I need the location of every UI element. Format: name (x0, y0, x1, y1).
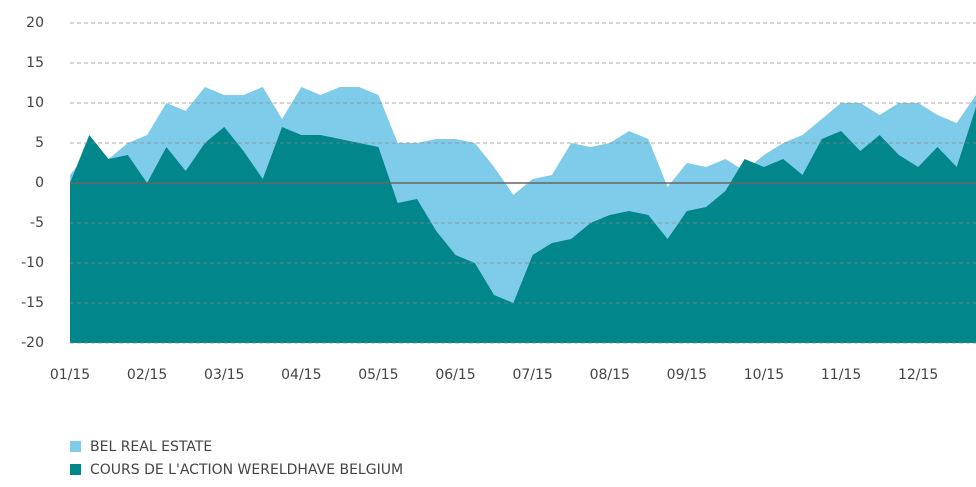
x-tick-label: 01/15 (50, 367, 90, 383)
area (70, 107, 976, 343)
legend-swatch (70, 464, 81, 475)
y-tick-label: -20 (21, 335, 44, 351)
y-tick-label: 15 (26, 55, 44, 71)
x-tick-label: 02/15 (127, 367, 167, 383)
y-tick-label: 20 (26, 15, 44, 31)
y-tick-label: -5 (30, 215, 44, 231)
x-tick-label: 12/15 (898, 367, 938, 383)
y-tick-label: 10 (26, 95, 44, 111)
y-tick-label: -10 (21, 255, 44, 271)
y-tick-label: 0 (35, 175, 44, 191)
legend-label: COURS DE L'ACTION WERELDHAVE BELGIUM (90, 462, 403, 478)
y-tick-label: -15 (21, 295, 44, 311)
x-tick-label: 10/15 (744, 367, 784, 383)
x-tick-label: 05/15 (358, 367, 398, 383)
x-tick-label: 04/15 (281, 367, 321, 383)
legend-label: BEL REAL ESTATE (90, 439, 212, 455)
x-tick-label: 11/15 (821, 367, 861, 383)
x-tick-label: 03/15 (204, 367, 244, 383)
x-tick-label: 07/15 (512, 367, 552, 383)
legend-swatch (70, 441, 81, 452)
x-tick-label: 09/15 (667, 367, 707, 383)
x-tick-label: 06/15 (435, 367, 475, 383)
x-tick-label: 08/15 (590, 367, 630, 383)
y-tick-label: 5 (35, 135, 44, 151)
